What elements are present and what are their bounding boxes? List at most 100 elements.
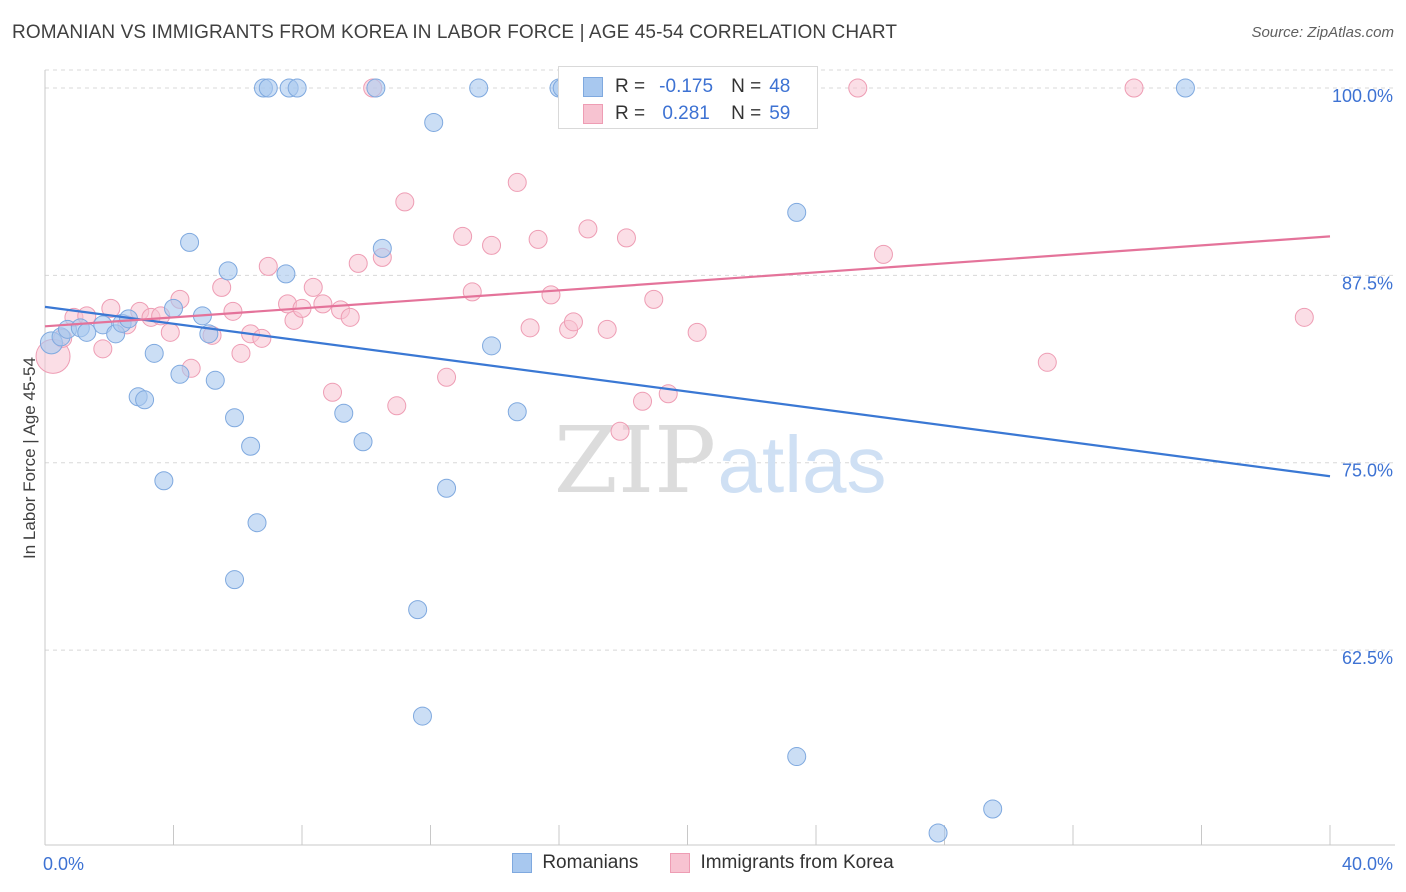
korea-point [387,396,407,416]
romanians-point [154,471,174,491]
korea-point [1294,307,1314,327]
romanians-point [787,202,807,222]
x-tick-label: 40.0% [1342,854,1393,874]
legend-n-value: 48 [769,76,791,97]
romanians-point [412,706,432,726]
legend-row-korea: R = 0.281 N = 59 [583,102,790,126]
y-tick-label: 100.0% [1332,86,1393,106]
y-tick-label: 87.5% [1342,273,1393,293]
y-tick-label: 62.5% [1342,648,1393,668]
korea-point [687,322,707,342]
korea-point [252,328,272,348]
korea-point [616,228,636,248]
romanians-point [258,78,278,98]
korea-point [507,172,527,192]
romanians-point [276,264,296,284]
korea-point [303,277,323,297]
korea-point [258,256,278,276]
watermark-atlas: atlas [718,420,887,509]
romanians-point [334,403,354,423]
romanians-point [225,408,245,428]
korea-point [323,382,343,402]
romanians-point [205,370,225,390]
romanians-point [408,600,428,620]
romanians-trend-line [44,305,1331,478]
romanians-point [170,364,190,384]
korea-trend-line [44,235,1331,328]
korea-point [528,229,548,249]
legend-n-label: N = [731,103,762,124]
watermark: ZIP atlas [554,407,887,514]
korea-point [348,253,368,273]
x-tick-label: 0.0% [43,854,84,874]
romanians-point [437,478,457,498]
legend-label-korea: Immigrants from Korea [700,852,894,873]
romanians-point [241,436,261,456]
korea-point [160,322,180,342]
legend-swatch-romanians [583,77,603,97]
romanians-point [225,570,245,590]
romanians-point [507,402,527,422]
legend-n-value: 59 [769,103,791,124]
korea-point [437,367,457,387]
romanians-point [247,513,267,533]
romanians-point [287,78,307,98]
romanians-point [787,747,807,767]
romanians-point [144,343,164,363]
trend-lines [44,235,1331,478]
legend-item-romanians: Romanians [512,852,638,874]
legend-swatch-korea [670,853,691,873]
korea-point [212,277,232,297]
korea-point [101,298,121,318]
watermark-zip: ZIP [554,407,716,514]
legend-swatch-romanians [512,853,533,873]
legend-n-label: N = [731,76,762,97]
korea-point [231,343,251,363]
korea-point [395,192,415,212]
korea-point [1037,352,1057,372]
correlation-legend: R = -0.175 N = 48 R = 0.281 N = 59 [558,66,818,129]
korea-point [340,307,360,327]
korea-point [453,226,473,246]
legend-r-value: -0.175 [659,76,714,97]
korea-point [633,391,653,411]
romanians-point [135,390,155,410]
korea-point [644,289,664,309]
korea-point [520,318,540,338]
legend-label-romanians: Romanians [542,852,639,873]
romanians-point [366,78,386,98]
romanians-point [482,336,502,356]
y-tick-label: 75.0% [1342,461,1393,481]
korea-point [597,319,617,339]
romanians-point [77,322,97,342]
y-axis-label: In Labor Force | Age 45-54 [20,357,39,559]
series-legend: Romanians Immigrants from Korea [0,852,1406,874]
legend-row-romanians: R = -0.175 N = 48 [583,75,790,99]
korea-point [482,235,502,255]
korea-point [610,421,630,441]
series-korea-points [35,78,1314,441]
source-credit: Source: ZipAtlas.com [1251,24,1394,41]
korea-point [578,219,598,239]
series-romanians-points [39,78,1195,843]
korea-point [223,301,243,321]
romanians-point [180,232,200,252]
axes [44,70,1395,846]
korea-point [848,78,868,98]
romanians-point [372,238,392,258]
korea-point [93,339,113,359]
romanians-point [983,799,1003,819]
legend-item-korea: Immigrants from Korea [670,852,894,874]
romanians-point [164,298,183,318]
romanians-point [218,261,238,281]
romanians-point [469,78,489,98]
korea-point [1124,78,1144,98]
legend-r-value: 0.281 [662,103,710,124]
korea-point [873,244,893,264]
korea-point [462,282,482,302]
romanians-point [928,823,948,843]
legend-r-label: R = [615,76,646,97]
romanians-point [424,112,444,132]
korea-point [541,285,561,305]
